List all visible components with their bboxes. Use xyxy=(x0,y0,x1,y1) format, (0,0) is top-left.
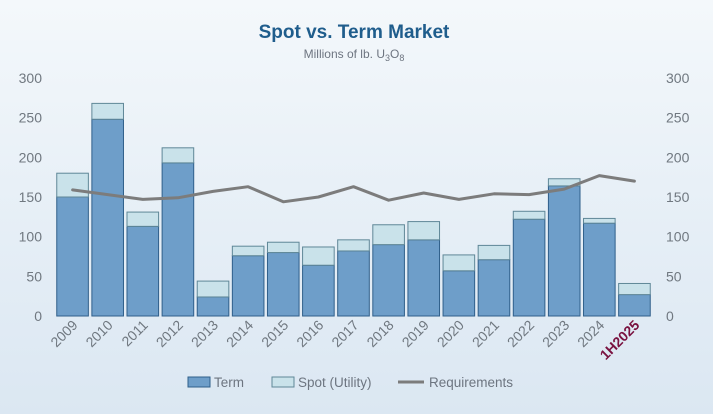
x-axis: 2009 2010 2011 2012 2013 2014 2015 2016 2017 2018… xyxy=(47,317,642,363)
requirements-line xyxy=(71,174,636,204)
bar-term xyxy=(161,162,195,317)
bar-spot xyxy=(161,147,195,164)
x-tick-label: 2022 xyxy=(504,317,537,350)
x-tick-label: 2010 xyxy=(82,317,115,350)
x-tick-label: 2017 xyxy=(328,317,361,350)
x-tick-label: 2023 xyxy=(539,317,572,350)
x-tick-label: 2015 xyxy=(258,317,291,350)
bar-spot xyxy=(196,280,230,298)
y-tick-right: 200 xyxy=(666,149,690,165)
legend-label-spot: Spot (Utility) xyxy=(298,375,372,390)
bar-spot xyxy=(56,172,89,198)
bar-term xyxy=(477,259,511,317)
bar-term xyxy=(618,294,651,317)
bar-term xyxy=(91,118,124,317)
x-tick-label: 2014 xyxy=(223,317,256,350)
y-tick-right: 50 xyxy=(666,268,682,284)
bar-spot xyxy=(266,241,300,254)
y-axis-right: 0 50 100 150 200 250 300 xyxy=(666,70,690,324)
bar-term xyxy=(196,296,230,317)
y-tick-left: 100 xyxy=(19,229,43,245)
chart-title: Spot vs. Term Market xyxy=(259,22,450,43)
x-tick-label: 2020 xyxy=(434,317,467,350)
chart-subtitle: Millions of lb. U3O8 xyxy=(304,47,405,63)
x-tick-label: 2009 xyxy=(47,317,80,350)
bar-term xyxy=(231,255,265,317)
bar-term xyxy=(302,264,335,317)
y-tick-right: 100 xyxy=(666,229,690,245)
x-tick-label: 2012 xyxy=(153,317,186,350)
y-tick-right: 250 xyxy=(666,110,690,126)
bar-spot xyxy=(407,221,441,241)
bar-spot xyxy=(618,282,651,296)
bar-spot xyxy=(512,210,546,220)
y-tick-right: 0 xyxy=(666,308,674,324)
y-tick-right: 300 xyxy=(666,70,690,86)
x-tick-label: 2016 xyxy=(293,317,326,350)
bar-term xyxy=(337,250,370,317)
bar-term xyxy=(547,185,581,317)
bar-spot xyxy=(91,102,124,120)
bar-spot xyxy=(337,239,370,252)
bars xyxy=(56,102,651,317)
y-axis-left: 0 50 100 150 200 250 300 xyxy=(19,70,43,324)
y-tick-left: 50 xyxy=(26,268,42,284)
x-tick-label: 2018 xyxy=(363,317,396,350)
bar-term xyxy=(407,239,441,317)
bar-spot xyxy=(372,224,405,246)
y-tick-left: 0 xyxy=(34,308,42,324)
legend-swatch-term xyxy=(187,376,211,388)
bar-spot xyxy=(442,254,476,272)
x-tick-label: 2011 xyxy=(118,317,151,350)
x-tick-label: 2021 xyxy=(469,317,502,350)
x-tick-label: 2013 xyxy=(188,317,221,350)
legend-label-term: Term xyxy=(214,375,244,390)
bar-term xyxy=(442,270,476,317)
legend-label-requirements: Requirements xyxy=(429,375,513,390)
x-tick-label: 1H2025 xyxy=(597,317,643,363)
bar-spot xyxy=(126,211,160,227)
bar-term xyxy=(126,225,160,317)
x-tick-label: 2019 xyxy=(399,317,432,350)
requirements-series xyxy=(71,174,636,204)
bar-term xyxy=(266,252,300,317)
y-tick-left: 200 xyxy=(19,149,43,165)
y-tick-right: 150 xyxy=(666,189,690,205)
bar-spot xyxy=(477,244,511,261)
bar-spot xyxy=(583,217,616,224)
bar-term xyxy=(372,244,405,317)
bar-term xyxy=(56,196,89,317)
bar-spot xyxy=(302,246,335,266)
y-tick-left: 150 xyxy=(19,189,43,205)
bar-spot xyxy=(231,245,265,257)
y-tick-left: 250 xyxy=(19,110,43,126)
y-tick-left: 300 xyxy=(19,70,43,86)
bar-term xyxy=(512,218,546,317)
bar-term xyxy=(583,222,616,317)
legend-swatch-spot xyxy=(271,376,295,388)
legend: Term Spot (Utility) Requirements xyxy=(187,375,513,390)
